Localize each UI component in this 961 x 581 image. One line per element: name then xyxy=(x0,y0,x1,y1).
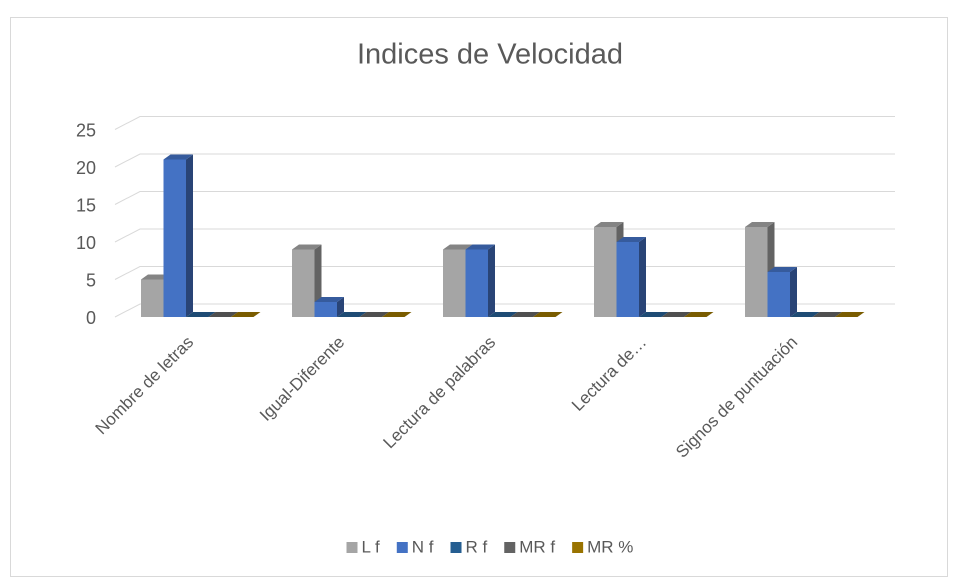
bar xyxy=(443,249,466,317)
bar xyxy=(163,159,186,317)
legend-label: L f xyxy=(362,537,381,556)
y-tick-label: 5 xyxy=(86,270,96,290)
bar-top xyxy=(835,312,865,317)
legend-swatch xyxy=(346,542,358,553)
bar-top xyxy=(745,222,775,227)
bar-side xyxy=(488,244,495,317)
bar-side xyxy=(186,154,193,317)
bar-top xyxy=(186,312,216,317)
bar-top xyxy=(594,222,624,227)
legend-swatch xyxy=(396,542,408,553)
bar xyxy=(767,272,790,317)
bar-top xyxy=(141,274,171,280)
bar xyxy=(745,227,768,317)
legend-label: R f xyxy=(466,537,488,556)
bar xyxy=(314,302,337,317)
grid-line xyxy=(114,116,895,130)
bar xyxy=(594,227,617,317)
legend: L f N f R f MR f MR % xyxy=(346,537,633,556)
legend-label: MR f xyxy=(519,537,555,556)
y-tick-label: 10 xyxy=(76,233,96,253)
bar-top xyxy=(767,267,797,272)
bar-top xyxy=(616,237,646,242)
bar-top xyxy=(208,312,238,317)
bar-top xyxy=(684,312,714,317)
grid-line xyxy=(114,191,895,205)
bar-side xyxy=(639,237,646,317)
bar-side xyxy=(790,267,797,317)
legend-swatch xyxy=(450,542,462,553)
bar xyxy=(141,279,164,317)
y-tick-label: 15 xyxy=(76,195,96,215)
legend-swatch xyxy=(504,542,516,553)
bar-top xyxy=(292,244,322,250)
bar xyxy=(465,249,488,317)
chart-title: Indices de Velocidad xyxy=(357,39,623,71)
bar-top xyxy=(661,312,691,317)
y-tick-label: 20 xyxy=(76,158,96,178)
bar-top xyxy=(382,312,412,317)
bar-top xyxy=(337,312,367,317)
bar-top xyxy=(465,244,495,250)
bar xyxy=(616,242,639,317)
bar-top xyxy=(359,312,389,317)
bar-top xyxy=(443,244,473,250)
bar xyxy=(292,249,315,317)
bar-side xyxy=(337,297,344,317)
y-tick-label: 25 xyxy=(76,120,96,140)
grid-line xyxy=(114,228,895,243)
bar-top xyxy=(163,154,193,160)
bar-top xyxy=(510,312,540,317)
bar-top xyxy=(488,312,518,317)
bar-top xyxy=(314,297,344,302)
legend-swatch xyxy=(572,542,584,553)
bar-top xyxy=(790,312,820,317)
bar-top xyxy=(639,312,669,317)
legend-label: MR % xyxy=(587,537,633,556)
y-tick-label: 0 xyxy=(86,308,96,328)
legend-label: N f xyxy=(412,537,434,556)
bar-top xyxy=(231,312,261,317)
bar-top xyxy=(533,312,563,317)
bar-top xyxy=(812,312,842,317)
grid-line xyxy=(114,153,895,168)
